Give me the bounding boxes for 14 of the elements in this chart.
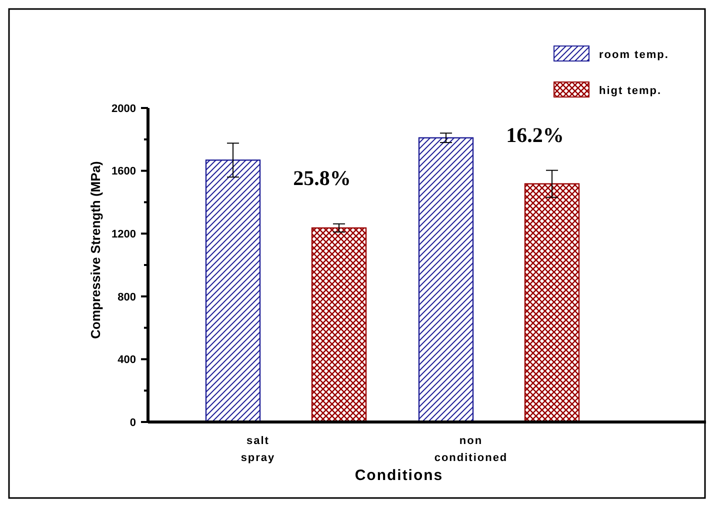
x-tick-label: non conditioned bbox=[434, 435, 508, 464]
y-tick-label: 400 bbox=[118, 354, 136, 366]
legend-label: higt temp. bbox=[599, 84, 662, 97]
x-axis-title: Conditions bbox=[354, 467, 444, 484]
y-tick-label: 2000 bbox=[112, 102, 136, 115]
y-axis-title: Compressive Strength (MPa) bbox=[88, 161, 103, 339]
legend-label: room temp. bbox=[599, 48, 669, 61]
annotation: 16.2% bbox=[506, 123, 564, 148]
annotation: 25.8% bbox=[293, 166, 351, 190]
y-tick-label: 1600 bbox=[112, 166, 136, 178]
x-tick-label: salt spray bbox=[240, 435, 276, 464]
y-tick-label: 800 bbox=[118, 291, 136, 304]
y-tick-label: 1200 bbox=[112, 228, 136, 240]
y-tick-label: 0 bbox=[130, 416, 136, 429]
